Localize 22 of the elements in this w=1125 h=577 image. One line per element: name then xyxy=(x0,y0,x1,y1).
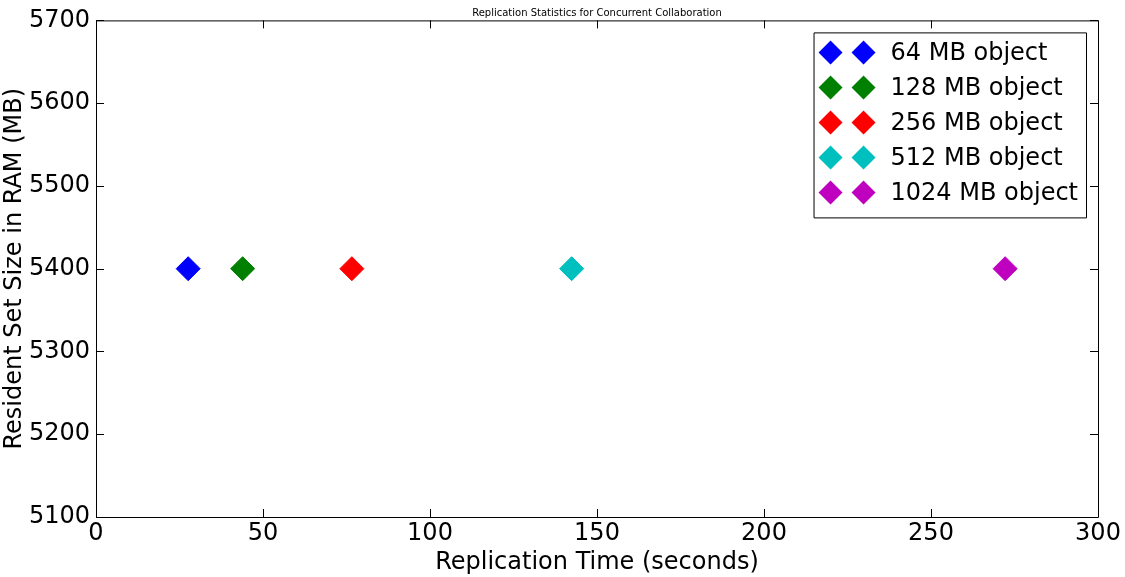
legend-label: 1024 MB object xyxy=(890,177,1078,206)
x-tick-label: 0 xyxy=(88,517,104,546)
y-tick-label: 5700 xyxy=(28,4,90,33)
chart-title: Replication Statistics for Concurrent Collaboration xyxy=(472,6,722,18)
legend-label: 256 MB object xyxy=(890,107,1063,136)
y-tick-label: 5200 xyxy=(28,418,90,447)
x-tick-label: 250 xyxy=(908,517,954,546)
y-tick-label: 5600 xyxy=(28,87,90,116)
x-axis-title: Replication Time (seconds) xyxy=(435,546,759,575)
y-tick-label: 5400 xyxy=(28,252,90,281)
legend-label: 64 MB object xyxy=(890,37,1048,66)
y-tick-label: 5500 xyxy=(28,170,90,199)
x-tick-label: 100 xyxy=(407,517,453,546)
x-tick-label: 300 xyxy=(1075,517,1121,546)
x-tick-label: 150 xyxy=(574,517,620,546)
y-tick-label: 5300 xyxy=(28,335,90,364)
y-tick-label: 5100 xyxy=(28,501,90,530)
y-axis-title: Resident Set Size in RAM (MB) xyxy=(0,87,27,450)
legend-label: 128 MB object xyxy=(890,72,1063,101)
x-tick-label: 50 xyxy=(247,517,279,546)
legend-label: 512 MB object xyxy=(890,142,1063,171)
x-tick-label: 200 xyxy=(741,517,787,546)
